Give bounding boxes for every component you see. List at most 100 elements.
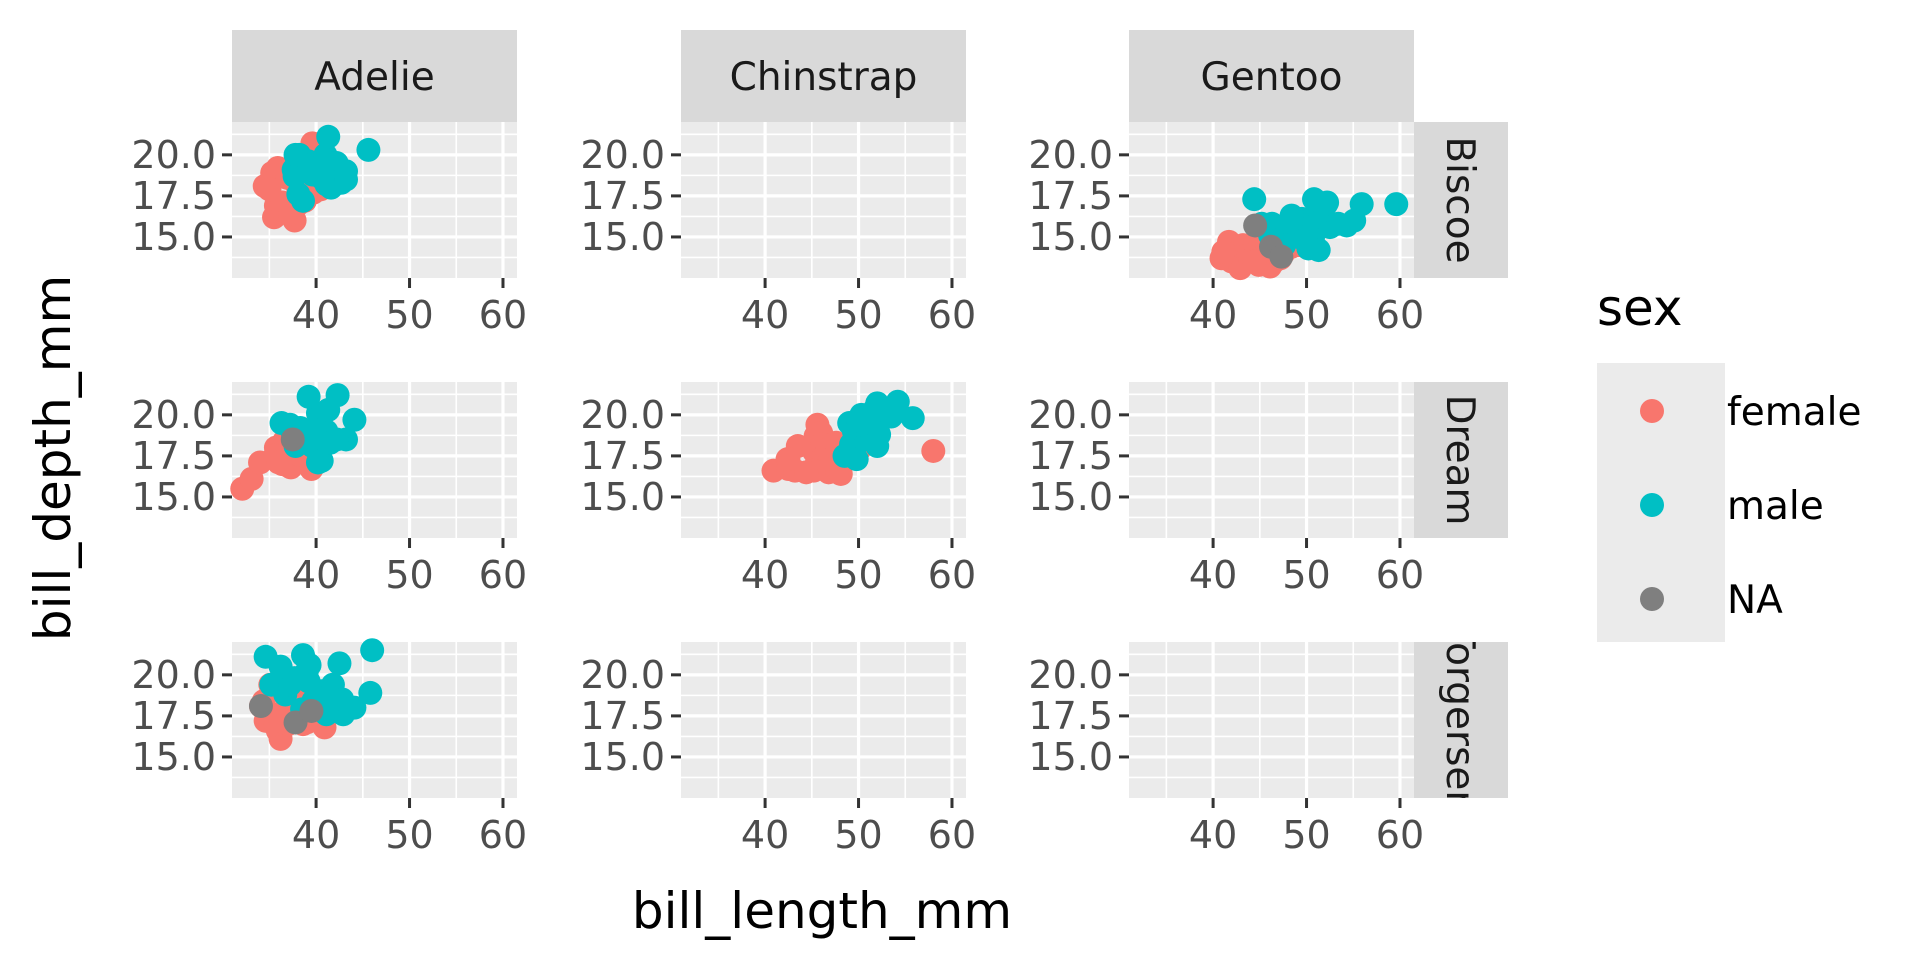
legend-key xyxy=(1640,399,1664,423)
data-point-male xyxy=(1279,203,1304,228)
data-point-male xyxy=(1349,192,1374,217)
y-tick-label: 20.0 xyxy=(131,393,216,437)
strip-background xyxy=(681,30,966,122)
x-tick-label: 60 xyxy=(479,553,527,597)
data-point-male xyxy=(334,167,358,192)
strip-label: Biscoe xyxy=(1437,136,1482,263)
data-point-male xyxy=(1302,187,1327,212)
data-point-male xyxy=(316,124,341,149)
strip-label-clip: Biscoe xyxy=(1437,136,1482,263)
data-point-female xyxy=(1211,239,1236,264)
x-tick-label: 50 xyxy=(1282,813,1330,857)
x-tick-label: 40 xyxy=(741,553,789,597)
facet-strips: Adelie Chinstrap Gentoo Biscoe Dream Torgerse… xyxy=(232,30,1508,815)
panel-gentoo-biscoe: 15.017.520.0 40 50 60 xyxy=(1028,122,1424,337)
x-tick-label: 50 xyxy=(385,813,433,857)
x-tick-label: 40 xyxy=(1189,813,1237,857)
x-tick-label: 50 xyxy=(1282,293,1330,337)
y-tick-label: 17.5 xyxy=(580,694,665,738)
y-tick-label: 17.5 xyxy=(1028,174,1113,218)
y-tick-label: 20.0 xyxy=(131,653,216,697)
data-point-male xyxy=(300,422,325,447)
strip-background xyxy=(1414,122,1508,278)
strip-gentoo: Gentoo xyxy=(1129,30,1414,122)
x-tick-label: 60 xyxy=(928,553,976,597)
strip-biscoe: Biscoe xyxy=(1414,122,1508,278)
y-tick-label: 20.0 xyxy=(131,133,216,177)
legend-title: sex xyxy=(1597,279,1683,337)
legend-label: female xyxy=(1727,390,1861,435)
data-point-male xyxy=(1384,192,1409,217)
x-tick-label: 60 xyxy=(1376,813,1424,857)
x-tick-label: 50 xyxy=(834,293,882,337)
x-tick-label: 60 xyxy=(479,293,527,337)
strip-adelie: Adelie xyxy=(232,30,517,122)
strip-torgersen: Torgersen xyxy=(1414,624,1508,815)
data-point-female xyxy=(921,438,946,463)
strip-label: Chinstrap xyxy=(730,55,918,100)
data-point-male xyxy=(1242,187,1267,212)
data-point-male xyxy=(294,659,319,684)
data-point-male xyxy=(286,182,311,207)
x-tick-label: 60 xyxy=(479,813,527,857)
data-point-male xyxy=(325,383,350,408)
y-tick-label: 15.0 xyxy=(1028,215,1113,259)
strip-label-clip: Dream xyxy=(1437,394,1482,525)
y-tick-label: 17.5 xyxy=(580,174,665,218)
y-tick-label: 15.0 xyxy=(131,215,216,259)
x-tick-label: 40 xyxy=(741,813,789,857)
legend-label: NA xyxy=(1727,578,1783,623)
y-tick-label: 17.5 xyxy=(1028,434,1113,478)
strip-background xyxy=(1129,30,1414,122)
data-point-na xyxy=(248,694,273,719)
y-tick-label: 15.0 xyxy=(580,735,665,779)
data-point-male xyxy=(360,638,385,663)
x-tick-label: 60 xyxy=(1376,293,1424,337)
y-tick-label: 15.0 xyxy=(1028,735,1113,779)
data-point-male xyxy=(268,654,293,679)
strip-chinstrap: Chinstrap xyxy=(681,30,966,122)
y-tick-label: 15.0 xyxy=(1028,475,1113,519)
data-point-na xyxy=(280,427,305,452)
strip-dream: Dream xyxy=(1414,382,1508,538)
data-point-na xyxy=(1243,213,1268,238)
y-tick-label: 17.5 xyxy=(131,434,216,478)
data-point-male xyxy=(305,450,330,475)
panel-chinstrap-torgersen: 15.017.520.0 40 50 60 xyxy=(580,642,976,857)
panel-background xyxy=(681,122,966,278)
x-tick-label: 40 xyxy=(292,293,340,337)
data-point-male xyxy=(851,409,876,434)
y-tick-label: 17.5 xyxy=(1028,694,1113,738)
data-point-male xyxy=(314,172,339,197)
panel-gentoo-torgersen: 15.017.520.0 40 50 60 xyxy=(1028,642,1424,857)
data-point-na xyxy=(1269,244,1294,269)
strip-label: Torgersen xyxy=(1437,624,1482,815)
strip-label-clip: Torgersen xyxy=(1437,624,1482,815)
legend-entries: female male NA xyxy=(1640,390,1861,623)
y-tick-label: 17.5 xyxy=(131,694,216,738)
strip-background xyxy=(232,30,517,122)
x-tick-label: 50 xyxy=(1282,553,1330,597)
legend: sex female male NA xyxy=(1597,279,1861,642)
legend-entry-male: male xyxy=(1640,484,1824,529)
panel-adelie-dream: 15.017.520.0 40 50 60 xyxy=(131,382,527,597)
panel-chinstrap-dream: 15.017.520.0 40 50 60 xyxy=(580,382,976,597)
data-point-female xyxy=(266,450,291,475)
panel-chinstrap-biscoe: 15.017.520.0 40 50 60 xyxy=(580,122,976,337)
x-tick-label: 50 xyxy=(834,553,882,597)
y-tick-label: 20.0 xyxy=(1028,133,1113,177)
x-tick-label: 40 xyxy=(1189,293,1237,337)
data-point-female xyxy=(1242,249,1267,274)
data-point-female xyxy=(257,177,282,202)
data-point-male xyxy=(844,447,869,472)
x-axis-title: bill_length_mm xyxy=(632,882,1012,940)
strip-label: Dream xyxy=(1437,394,1482,525)
panel-background xyxy=(1129,642,1414,798)
y-tick-label: 17.5 xyxy=(580,434,665,478)
data-point-female xyxy=(794,460,819,485)
y-tick-label: 15.0 xyxy=(580,475,665,519)
y-tick-label: 20.0 xyxy=(580,653,665,697)
data-point-na xyxy=(299,698,324,723)
panel-background xyxy=(1129,382,1414,538)
